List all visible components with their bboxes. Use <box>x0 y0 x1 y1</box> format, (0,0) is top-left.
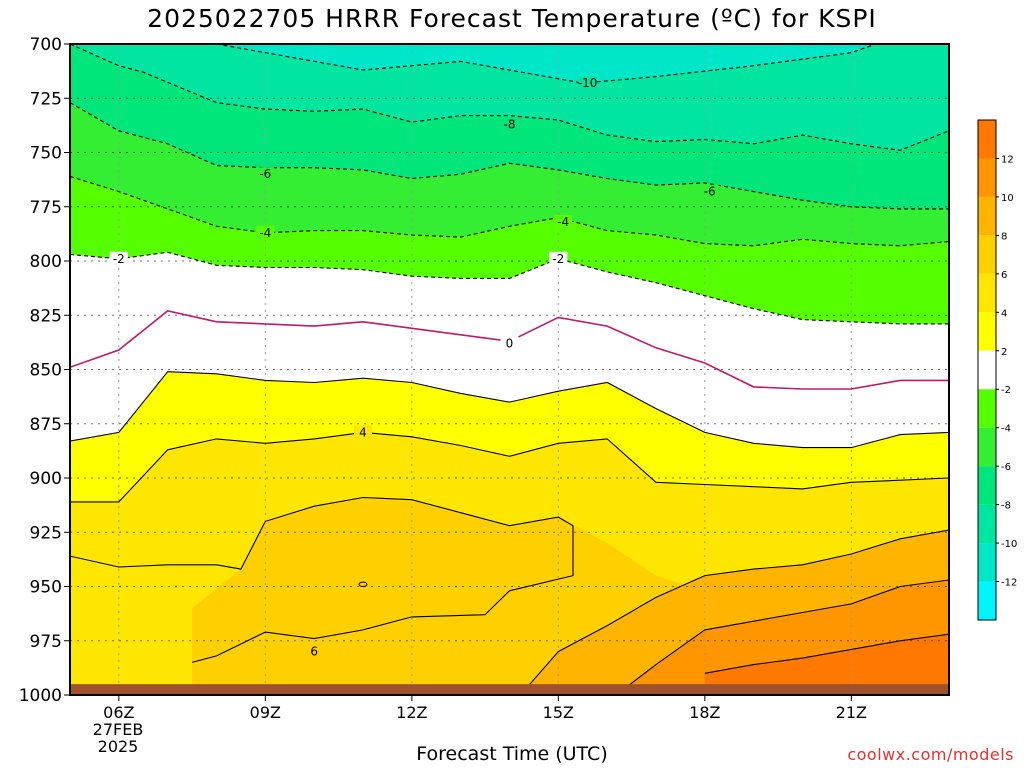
contour-label-bg-9 <box>354 425 372 440</box>
y-tick-label-1: 725 <box>30 89 62 109</box>
colorbar-segment-3 <box>978 235 996 274</box>
contour-label-bg-3 <box>700 184 719 199</box>
contour-label-bg-2 <box>256 167 275 182</box>
y-tick-label-9: 925 <box>30 523 62 543</box>
x-tick-label-2: 12Z <box>396 703 427 722</box>
contour-label-4: -4 <box>259 226 271 240</box>
contour-label-layer: -10 -8 -6 -6 -4 -4 -2 -2 0 4 6 <box>109 76 719 659</box>
colorbar-segment-12 <box>978 581 996 620</box>
contour-line-minus6 <box>70 102 949 210</box>
contour-label-8: 0 <box>506 336 514 350</box>
y-tick-label-7: 875 <box>30 415 62 435</box>
colorbar-label-8: -6 <box>1001 462 1011 473</box>
fill-band-6-to-8-pocket <box>192 497 573 663</box>
colorbar-segment-2 <box>978 196 996 236</box>
x-tick-label-4: 18Z <box>689 703 720 722</box>
fill-band-minus12-to-minus10 <box>216 44 876 84</box>
fill-band-2-to-4 <box>70 371 949 502</box>
credit-text: coolwx.com/models <box>847 745 1014 764</box>
colorbar-label-4: 4 <box>1001 308 1007 319</box>
y-tick-label-5: 825 <box>30 306 62 326</box>
x-tick-label-1: 09Z <box>250 703 281 722</box>
y-tick-label-4: 800 <box>30 252 62 272</box>
contour-line-minus2 <box>70 251 949 325</box>
fill-band-12-to-14 <box>704 634 949 695</box>
colorbar-segment-8 <box>978 427 996 467</box>
y-tick-label-11: 975 <box>30 632 62 652</box>
colorbar-segment-9 <box>978 466 996 505</box>
contour-label-2: -6 <box>259 167 271 181</box>
contour-label-10: 6 <box>310 645 318 659</box>
colorbar-segment-10 <box>978 504 996 544</box>
colorbar-label-2: 8 <box>1001 231 1007 242</box>
colorbar-label-10: -10 <box>1001 539 1017 550</box>
y-tick-label-3: 775 <box>30 198 62 218</box>
colorbar-label-1: 10 <box>1001 193 1014 204</box>
contour-label-0: -10 <box>578 76 598 90</box>
contour-label-9: 4 <box>359 425 367 439</box>
colorbar-label-0: 12 <box>1001 154 1014 165</box>
contour-label-6: -2 <box>113 252 125 266</box>
contour-line-6 <box>70 496 574 663</box>
x-axis-label: Forecast Time (UTC) <box>416 743 608 765</box>
contour-loop-small <box>358 581 368 588</box>
date-label-year: 2025 <box>97 737 139 756</box>
colorbar: 12 10 8 6 4 2 -2 -4 -6 -8 -10 -12 <box>977 119 1017 621</box>
colorbar-label-7: -4 <box>1001 424 1011 435</box>
y-tick-label-12: 1000 <box>19 686 62 706</box>
y-tick-label-10: 950 <box>30 578 62 598</box>
y-axis: 700 725 750 775 800 825 850 875 900 925 950 975 1000 <box>19 35 70 706</box>
contour-label-1: -8 <box>504 117 516 131</box>
date-label: 27FEB 2025 <box>88 721 148 755</box>
colorbar-label-11: -12 <box>1001 578 1017 589</box>
contour-label-bg-7 <box>549 251 568 266</box>
contour-label-7: -2 <box>552 252 564 266</box>
colorbar-segment-1 <box>978 158 996 197</box>
fill-band-4-to-6 <box>70 432 949 600</box>
contour-label-bg-5 <box>554 214 573 229</box>
surface-layer <box>70 684 949 695</box>
contour-label-bg-6 <box>109 251 128 266</box>
colorbar-segment-0 <box>978 120 996 159</box>
contour-line-4 <box>70 431 949 503</box>
y-tick-label-8: 900 <box>30 469 62 489</box>
colorbar-label-6: -2 <box>1001 385 1011 396</box>
contour-label-bg-4 <box>256 225 275 240</box>
colorbar-segment-11 <box>978 543 996 582</box>
colorbar-segment-4 <box>978 273 996 313</box>
fill-band-minus6-to-minus4 <box>70 102 949 246</box>
contour-line-10 <box>621 579 949 692</box>
y-tick-label-6: 850 <box>30 361 62 381</box>
colorbar-label-5: 2 <box>1001 347 1007 358</box>
y-tick-label-0: 700 <box>30 35 62 55</box>
y-tick-label-2: 750 <box>30 144 62 164</box>
contour-label-bg-0 <box>578 76 597 91</box>
x-tick-label-5: 21Z <box>836 703 867 722</box>
contour-line-2 <box>70 371 949 449</box>
contour-line-minus4 <box>70 175 949 247</box>
contour-line-8 <box>523 529 949 692</box>
contour-label-bg-10 <box>305 644 324 659</box>
colorbar-segment-5 <box>978 312 996 351</box>
x-tick-label-0: 06Z <box>103 703 134 722</box>
chart-title: 2025022705 HRRR Forecast Temperature (ºC… <box>147 4 877 33</box>
colorbar-frame <box>977 119 997 621</box>
x-axis: 06Z 09Z 12Z 15Z 18Z 21Z <box>103 695 867 722</box>
surface-ground <box>70 684 949 695</box>
contour-label-5: -4 <box>557 215 569 229</box>
fill-band-minus10-to-minus8 <box>70 44 949 151</box>
contour-label-3: -6 <box>704 185 716 199</box>
colorbar-segment-6 <box>978 350 996 390</box>
colorbar-label-9: -8 <box>1001 501 1011 512</box>
colorbar-segment-7 <box>978 389 996 428</box>
contour-line-12 <box>704 633 949 674</box>
x-tick-label-3: 15Z <box>543 703 574 722</box>
date-label-day: 27FEB <box>92 720 144 739</box>
contour-label-bg-1 <box>500 117 519 132</box>
fill-band-minus4-to-minus2 <box>70 176 949 324</box>
contour-line-minus8 <box>70 44 949 151</box>
colorbar-label-3: 6 <box>1001 270 1007 281</box>
contour-label-bg-8 <box>500 336 519 351</box>
